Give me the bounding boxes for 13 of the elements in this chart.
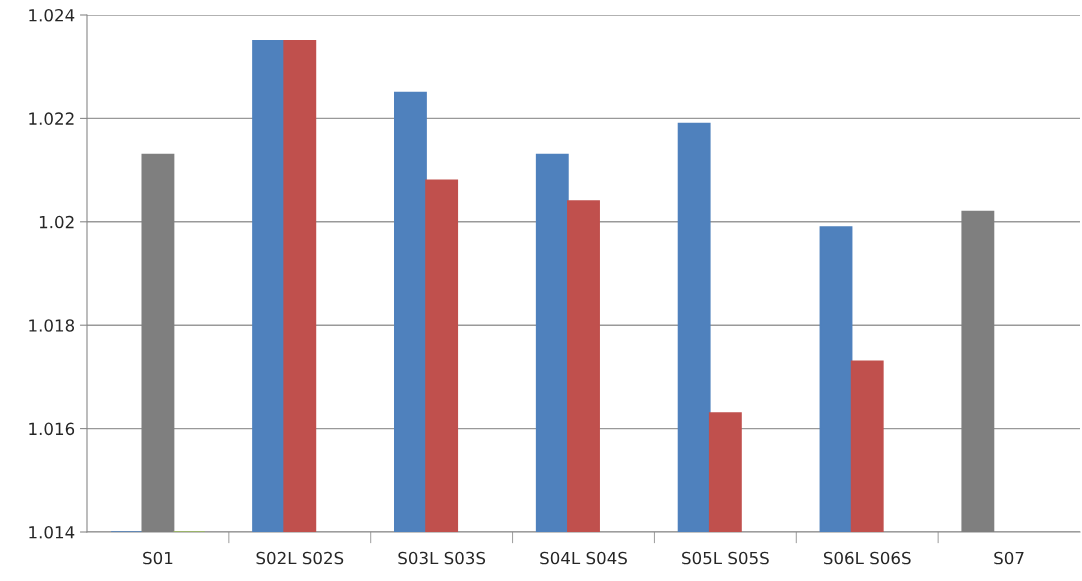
y-tick-label: 1.022	[29, 112, 74, 125]
y-tick-label: 1.018	[29, 319, 75, 332]
y-tick-label: 1.02	[39, 215, 74, 229]
y-tick-label: 1.016	[29, 422, 75, 436]
y-tick-label: 1.014	[29, 525, 75, 539]
x-tick-label: S06L S06S	[823, 551, 911, 565]
x-tick-label: S05L S05S	[682, 551, 769, 565]
x-tick-label: S04L S04S	[540, 551, 627, 565]
x-tick-label: S07	[994, 551, 1024, 565]
x-tick-label: S02L S02S	[256, 551, 344, 565]
x-tick-label: S03L S03S	[398, 551, 486, 565]
y-tick-label: 1.024	[29, 8, 75, 22]
x-tick-label: S01	[143, 551, 173, 565]
